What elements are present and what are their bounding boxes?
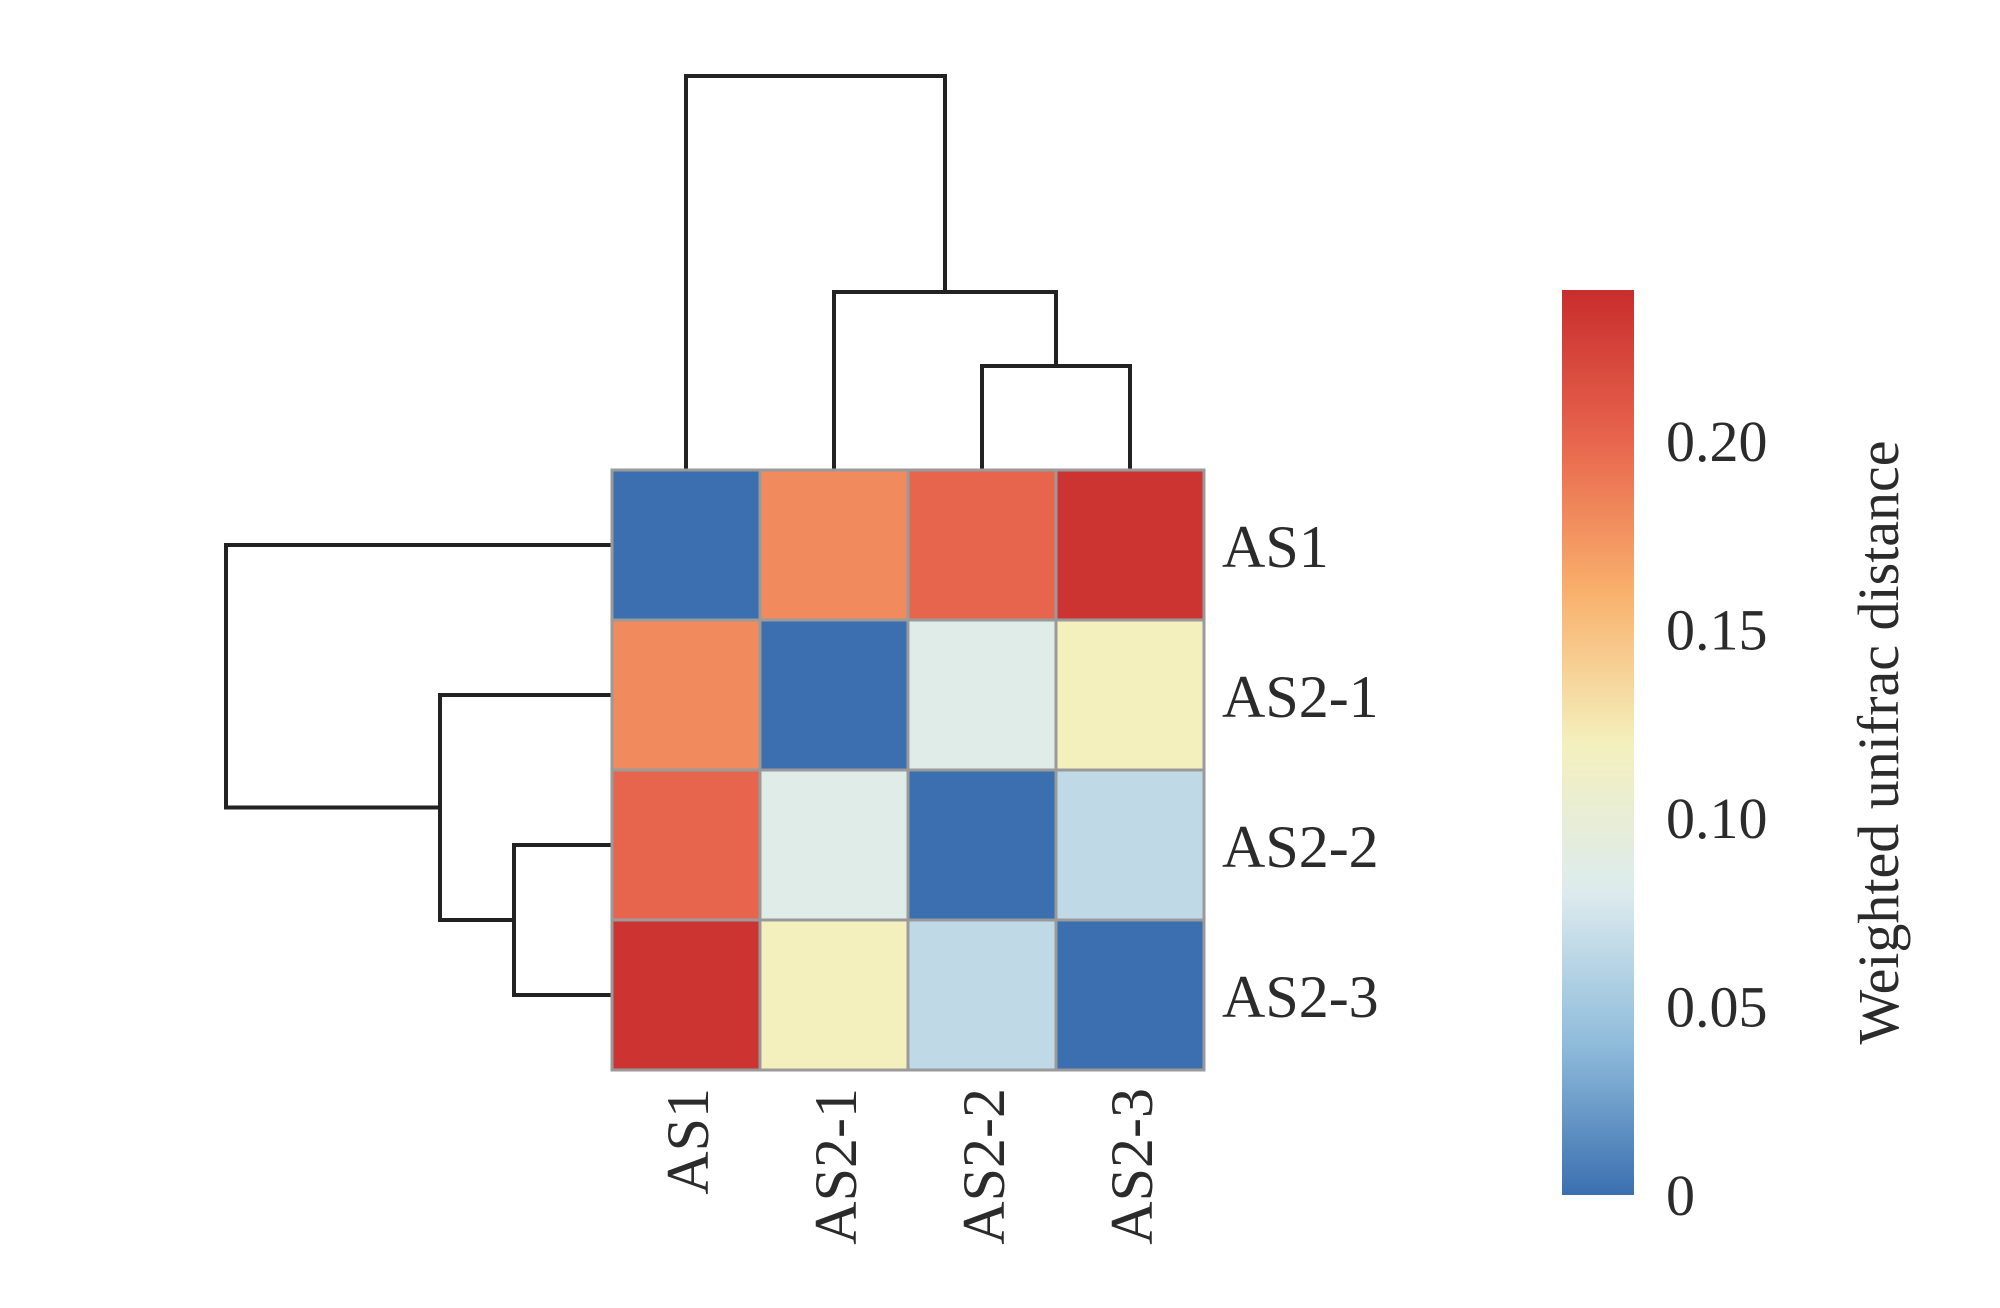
heatmap-cell-AS1-AS1 [610,468,762,622]
column-label-AS2-1: AS2-1 [803,1088,869,1245]
column-label-AS1: AS1 [655,1088,721,1195]
heatmap-cell-AS1-AS2-3 [1054,468,1206,622]
row-label-AS2-3: AS2-3 [1222,964,1379,1030]
heatmap-cells [610,468,1206,1072]
colorbar-label: Weighted unifrac distance [1846,440,1911,1044]
colorbar-tick-label: 0 [1666,1163,1695,1228]
heatmap-border [610,468,1206,1072]
column-labels: AS1 AS2-1 AS2-2 AS2-3 [655,1088,1165,1245]
heatmap-cell-AS2-1-AS1 [610,618,762,772]
dendrograms [224,74,1132,997]
colorbar: 0 0.05 0.10 0.15 0.20 Weighted unifrac distan… [1562,290,1911,1228]
column-label-AS2-2: AS2-2 [951,1088,1017,1245]
row-label-AS2-2: AS2-2 [1222,814,1379,880]
colorbar-tick-label: 0.20 [1666,409,1768,474]
heatmap-cell-AS2-2-AS1 [610,768,762,922]
heatmap-cell-AS1-AS2-1 [758,468,910,622]
heatmap-cell-AS2-1-AS2-3 [1054,618,1206,772]
colorbar-tick-label: 0.15 [1666,597,1768,662]
row-labels: AS1 AS2-1 AS2-2 AS2-3 [1222,514,1379,1030]
heatmap-cell-AS2-3-AS2-3 [1054,918,1206,1072]
heatmap-cell-AS1-AS2-2 [906,468,1058,622]
heatmap-cell-AS2-3-AS1 [610,918,762,1072]
heatmap-cell-AS2-2-AS2-1 [758,768,910,922]
row-label-AS1: AS1 [1222,514,1329,580]
heatmap-cell-AS2-1-AS2-1 [758,618,910,772]
colorbar-gradient [1562,290,1634,1195]
row-label-AS2-1: AS2-1 [1222,664,1379,730]
heatmap-cell-AS2-2-AS2-3 [1054,768,1206,922]
heatmap-cell-AS2-1-AS2-2 [906,618,1058,772]
colorbar-tick-label: 0.10 [1666,786,1768,851]
heatmap-cell-AS2-2-AS2-2 [906,768,1058,922]
heatmap-cell-AS2-3-AS2-2 [906,918,1058,1072]
column-label-AS2-3: AS2-3 [1099,1088,1165,1245]
colorbar-tick-label: 0.05 [1666,974,1768,1039]
heatmap-cell-AS2-3-AS2-1 [758,918,910,1072]
